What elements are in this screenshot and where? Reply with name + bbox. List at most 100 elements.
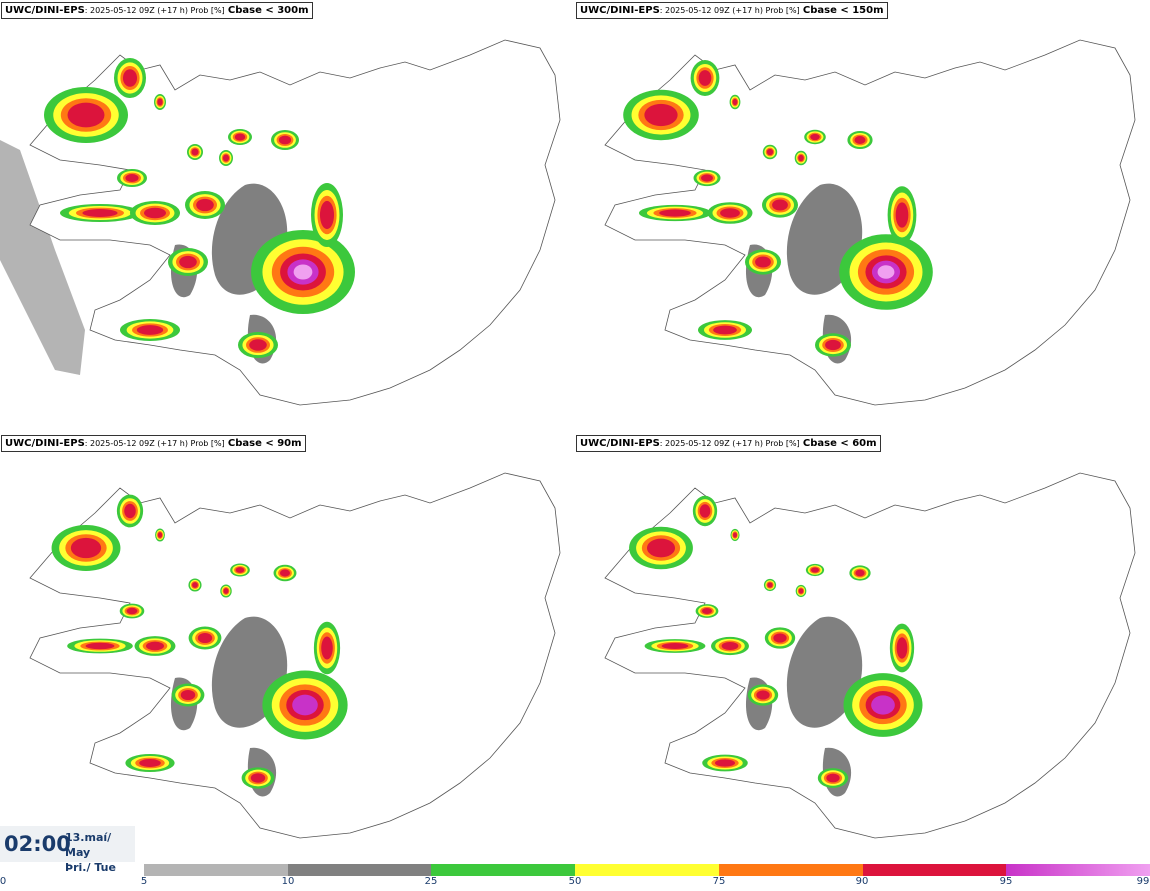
- probability-contour: [223, 588, 229, 594]
- probability-contour: [179, 255, 197, 269]
- probability-contour: [721, 641, 739, 651]
- probability-contour: [145, 641, 165, 651]
- iceland-map: [0, 39, 561, 406]
- probability-contour: [191, 148, 199, 156]
- panel-title-meta: : 2025-05-12 09Z (+17 h) Prob [%]: [84, 6, 225, 15]
- coastline: [29, 39, 561, 406]
- probability-contour: [698, 70, 712, 86]
- panel-title-thresh: Cbase < 60m: [802, 438, 877, 449]
- legend-tick-label: 25: [424, 876, 438, 887]
- probability-contour: [70, 537, 102, 559]
- probability-contour: [124, 503, 136, 519]
- probability-contour: [767, 582, 773, 588]
- probability-contour: [798, 154, 804, 162]
- probability-contour: [292, 694, 318, 716]
- probability-contour: [136, 325, 164, 335]
- probability-area-low: [786, 616, 863, 728]
- legend-swatch: [287, 864, 432, 876]
- map-panel: UWC/DINI-EPS: 2025-05-12 09Z (+17 h) Pro…: [0, 0, 575, 433]
- probability-contour: [249, 339, 267, 351]
- panel-title: UWC/DINI-EPS: 2025-05-12 09Z (+17 h) Pro…: [1, 435, 306, 452]
- panel-title-thresh: Cbase < 300m: [227, 5, 309, 16]
- probability-contour: [798, 588, 804, 594]
- iceland-map: [29, 472, 561, 839]
- probability-contour: [293, 264, 313, 280]
- probability-contour: [278, 135, 292, 145]
- probability-contour: [766, 148, 774, 156]
- panel-title-model: UWC/DINI-EPS: [5, 5, 85, 16]
- probability-contour: [197, 632, 213, 644]
- map-panel: UWC/DINI-EPS: 2025-05-12 09Z (+17 h) Pro…: [0, 433, 575, 866]
- valid-time-box: 02:00 13.maí/ May Þri./ Tue: [0, 826, 135, 874]
- probability-contour: [661, 642, 689, 650]
- valid-time: 02:00: [4, 832, 71, 856]
- color-legend: 0 5 10 25 50 75 90 95 99: [0, 862, 1150, 891]
- probability-contour: [196, 198, 214, 212]
- probability-contour: [699, 504, 711, 518]
- legend-tick-label: 50: [568, 876, 582, 887]
- panel-title-model: UWC/DINI-EPS: [580, 5, 660, 16]
- probability-contour: [125, 174, 139, 182]
- probability-contour: [871, 695, 895, 715]
- probability-contour: [877, 265, 895, 279]
- probability-contour: [826, 773, 840, 783]
- legend-tick-label: 75: [712, 876, 726, 887]
- probability-contour: [192, 582, 198, 588]
- probability-contour: [713, 325, 737, 335]
- panel-title-model: UWC/DINI-EPS: [5, 438, 85, 449]
- probability-contour: [701, 607, 713, 615]
- panel-title-meta: : 2025-05-12 09Z (+17 h) Prob [%]: [659, 6, 800, 15]
- probability-contour: [144, 207, 166, 219]
- valid-date-line2: Þri./ Tue: [65, 861, 116, 874]
- panel-title: UWC/DINI-EPS: 2025-05-12 09Z (+17 h) Pro…: [576, 435, 881, 452]
- legend-swatch: [144, 864, 289, 876]
- probability-contour: [732, 532, 738, 538]
- coastline: [604, 472, 1136, 839]
- panel-title: UWC/DINI-EPS: 2025-05-12 09Z (+17 h) Pro…: [576, 2, 888, 19]
- probability-contour: [180, 689, 196, 701]
- probability-contour: [122, 69, 138, 87]
- probability-contour: [720, 208, 740, 218]
- legend-tick-label: 95: [999, 876, 1013, 887]
- probability-contour: [222, 154, 230, 162]
- map-panel: UWC/DINI-EPS: 2025-05-12 09Z (+17 h) Pro…: [575, 433, 1150, 866]
- probability-contour: [756, 690, 770, 700]
- probability-contour: [234, 133, 246, 141]
- probability-contour: [810, 133, 820, 141]
- probability-contour: [854, 136, 866, 144]
- probability-contour: [714, 759, 736, 767]
- probability-contour: [755, 256, 771, 268]
- panel-title: UWC/DINI-EPS: 2025-05-12 09Z (+17 h) Pro…: [1, 2, 313, 19]
- panel-title-model: UWC/DINI-EPS: [580, 438, 660, 449]
- probability-contour: [321, 636, 333, 660]
- probability-contour: [82, 209, 118, 217]
- panel-title-thresh: Cbase < 90m: [227, 438, 302, 449]
- panel-title-thresh: Cbase < 150m: [802, 5, 884, 16]
- probability-contour: [810, 567, 820, 573]
- probability-contour: [319, 200, 335, 230]
- legend-swatch: [575, 864, 720, 876]
- probability-contour: [139, 759, 161, 767]
- valid-date-line1: 13.maí/ May: [65, 831, 112, 859]
- probability-contour: [644, 103, 678, 127]
- probability-contour: [250, 773, 266, 783]
- probability-contour: [825, 339, 841, 351]
- offshore-fog-area: [0, 140, 85, 375]
- probability-contour: [896, 637, 908, 659]
- probability-contour: [646, 538, 676, 558]
- legend-tick-label: 5: [140, 876, 148, 887]
- valid-date: 13.maí/ May Þri./ Tue: [65, 830, 135, 875]
- panel-title-meta: : 2025-05-12 09Z (+17 h) Prob [%]: [659, 439, 800, 448]
- probability-contour: [85, 642, 115, 650]
- probability-contour: [773, 633, 787, 643]
- coastline: [29, 472, 561, 839]
- probability-contour: [235, 567, 245, 573]
- coastline: [604, 39, 1136, 406]
- probability-contour: [67, 102, 105, 128]
- probability-contour: [895, 202, 909, 228]
- probability-contour: [157, 98, 163, 106]
- probability-contour: [659, 209, 691, 217]
- legend-colorbar: [144, 864, 1150, 876]
- probability-contour: [772, 199, 788, 211]
- legend-tick-label: 99: [1136, 876, 1150, 887]
